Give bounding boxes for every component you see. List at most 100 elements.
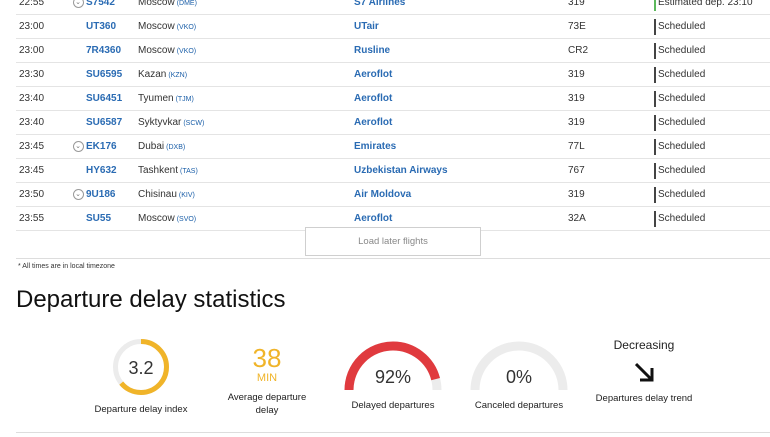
destination-city: Chisinau — [138, 189, 177, 200]
flight-status: Scheduled — [654, 135, 705, 158]
airport-code-link[interactable]: (SVO) — [176, 216, 197, 223]
destination: Syktyvkar (SCW) — [138, 111, 204, 135]
status-text: Estimated dep. 23:10 — [658, 0, 753, 8]
timezone-note: * All times are in local timezone — [18, 263, 115, 270]
table-row: 23:50 ⌄ 9U186 Chisinau (KIV) Air Moldova 319 Sc… — [16, 183, 770, 207]
airline-link[interactable]: Aeroflot — [354, 69, 393, 80]
airline-link[interactable]: S7 Airlines — [354, 0, 406, 8]
flight-status: Estimated dep. 23:10 — [654, 0, 753, 14]
section-title: Departure delay statistics — [16, 286, 286, 313]
codeshare-toggle[interactable]: ⌄ — [72, 135, 84, 158]
status-text: Scheduled — [658, 45, 706, 56]
destination-city: Tyumen — [138, 93, 174, 104]
airport-code-link[interactable]: (DXB) — [166, 144, 186, 151]
delay-index-label: Departure delay index — [94, 404, 188, 415]
status-bar — [654, 211, 656, 227]
destination: Moscow (DME) — [138, 0, 197, 15]
airline-link[interactable]: Emirates — [354, 141, 397, 152]
departure-time: 22:55 — [19, 0, 45, 8]
airline-link[interactable]: Aeroflot — [354, 213, 393, 224]
ring-fill — [113, 339, 169, 395]
codeshare-toggle[interactable]: ⌄ — [72, 183, 84, 206]
destination: Chisinau (KIV) — [138, 183, 195, 207]
gauge-fill — [344, 341, 442, 391]
table-row: 22:55 ⌄ S7542 Moscow (DME) S7 Airlines 319 Esti… — [16, 0, 770, 15]
airline-link[interactable]: Rusline — [354, 45, 391, 56]
flight-status: Scheduled — [654, 39, 705, 62]
status-bar — [654, 67, 656, 83]
flight-number-link[interactable]: HY632 — [86, 165, 117, 176]
flight-number-link[interactable]: SU6587 — [86, 117, 123, 128]
airport-code-link[interactable]: (TAS) — [180, 168, 198, 175]
delayed-gauge: 92% — [344, 341, 442, 391]
canceled-label: Canceled departures — [474, 400, 564, 411]
table-row: 23:45 HY632 Tashkent (TAS) Uzbekistan Airway… — [16, 159, 770, 183]
aircraft-type: 319 — [568, 0, 585, 8]
flight-status: Scheduled — [654, 183, 705, 206]
stat-average-delay: 38 MIN Average departure delay — [220, 344, 314, 417]
departure-time: 23:30 — [19, 69, 45, 80]
chevron-down-icon: ⌄ — [72, 0, 84, 8]
departures-table: 22:55 ⌄ S7542 Moscow (DME) S7 Airlines 319 Esti… — [16, 0, 770, 231]
status-text: Scheduled — [658, 21, 706, 32]
airport-code-link[interactable]: (VKO) — [176, 24, 197, 31]
airline-link[interactable]: Aeroflot — [354, 117, 393, 128]
flight-number-link[interactable]: SU55 — [86, 213, 112, 224]
destination: Tashkent (TAS) — [138, 159, 198, 183]
aircraft-type: 73E — [568, 21, 586, 32]
destination-city: Moscow — [138, 0, 175, 8]
departure-time: 23:45 — [19, 141, 45, 152]
gauge-track — [470, 341, 568, 391]
flight-number-link[interactable]: 7R4360 — [86, 45, 122, 56]
status-bar — [654, 115, 656, 131]
airport-code-link[interactable]: (KZN) — [168, 72, 188, 79]
stat-delay-index: 3.2 Departure delay index — [78, 334, 204, 416]
aircraft-type: 767 — [568, 165, 585, 176]
flight-number-link[interactable]: 9U186 — [86, 189, 116, 200]
status-bar — [654, 43, 656, 59]
table-row: 23:30 SU6595 Kazan (KZN) Aeroflot 319 Schedule… — [16, 63, 770, 87]
destination: Kazan (KZN) — [138, 63, 187, 87]
aircraft-type: 319 — [568, 117, 585, 128]
status-text: Scheduled — [658, 189, 706, 200]
canceled-gauge: 0% — [470, 341, 568, 391]
codeshare-toggle[interactable]: ⌄ — [72, 0, 84, 14]
status-text: Scheduled — [658, 69, 706, 80]
flight-status: Scheduled — [654, 63, 705, 86]
airport-code-link[interactable]: (VKO) — [176, 48, 197, 55]
load-later-flights-button[interactable]: Load later flights — [305, 227, 481, 256]
average-delay-value: 38 — [252, 343, 282, 373]
departure-time: 23:45 — [19, 165, 45, 176]
destination: Moscow (VKO) — [138, 39, 196, 63]
status-text: Scheduled — [658, 165, 706, 176]
status-bar — [654, 187, 656, 203]
airport-code-link[interactable]: (SCW) — [183, 120, 205, 127]
flight-number-link[interactable]: EK176 — [86, 141, 117, 152]
airline-link[interactable]: UTair — [354, 21, 379, 32]
canceled-value: 0% — [506, 367, 532, 387]
destination: Moscow (SVO) — [138, 207, 196, 231]
stat-canceled-departures: 0% Canceled departures — [466, 338, 572, 412]
airline-link[interactable]: Aeroflot — [354, 93, 393, 104]
flight-number-link[interactable]: S7542 — [86, 0, 115, 8]
flight-number-link[interactable]: UT360 — [86, 21, 117, 32]
aircraft-type: 77L — [568, 141, 585, 152]
flight-number-link[interactable]: SU6595 — [86, 69, 123, 80]
airline-link[interactable]: Air Moldova — [354, 189, 412, 200]
divider — [16, 432, 770, 433]
airport-code-link[interactable]: (KIV) — [178, 192, 195, 199]
status-bar — [654, 163, 656, 179]
flight-status: Scheduled — [654, 159, 705, 182]
flight-number-link[interactable]: SU6451 — [86, 93, 123, 104]
airline-link[interactable]: Uzbekistan Airways — [354, 165, 448, 176]
status-text: Scheduled — [658, 117, 706, 128]
aircraft-type: 319 — [568, 93, 585, 104]
average-delay-unit: MIN — [256, 372, 278, 384]
departure-time: 23:55 — [19, 213, 45, 224]
destination: Tyumen (TJM) — [138, 87, 194, 111]
airport-code-link[interactable]: (TJM) — [175, 96, 194, 103]
flight-status: Scheduled — [654, 87, 705, 110]
destination-city: Kazan — [138, 69, 167, 80]
status-bar — [654, 0, 656, 11]
airport-code-link[interactable]: (DME) — [176, 0, 197, 7]
